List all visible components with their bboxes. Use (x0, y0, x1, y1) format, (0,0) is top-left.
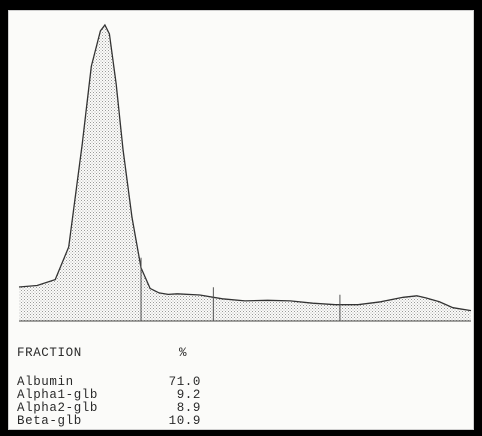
fraction-value-albumin: 71.0 (168, 375, 201, 389)
protein-area (19, 25, 471, 321)
density-curve (18, 23, 472, 312)
fraction-value-alpha2: 8.9 (176, 401, 201, 415)
fraction-name-albumin: Albumin (17, 375, 74, 389)
fraction-header-label: FRACTION (17, 346, 82, 360)
electrophoresis-plot (18, 23, 472, 322)
electrophoresis-report: FRACTION % Albumin 71.0 Alpha1-glb 9.2 A… (8, 10, 474, 430)
fraction-header-unit: % (179, 346, 188, 360)
fraction-name-alpha2: Alpha2-glb (17, 401, 99, 415)
fraction-value-beta: 10.9 (168, 414, 201, 428)
fraction-name-alpha1: Alpha1-glb (17, 388, 99, 402)
fraction-name-beta: Beta-glb (17, 414, 82, 428)
fraction-value-alpha1: 9.2 (176, 388, 201, 402)
